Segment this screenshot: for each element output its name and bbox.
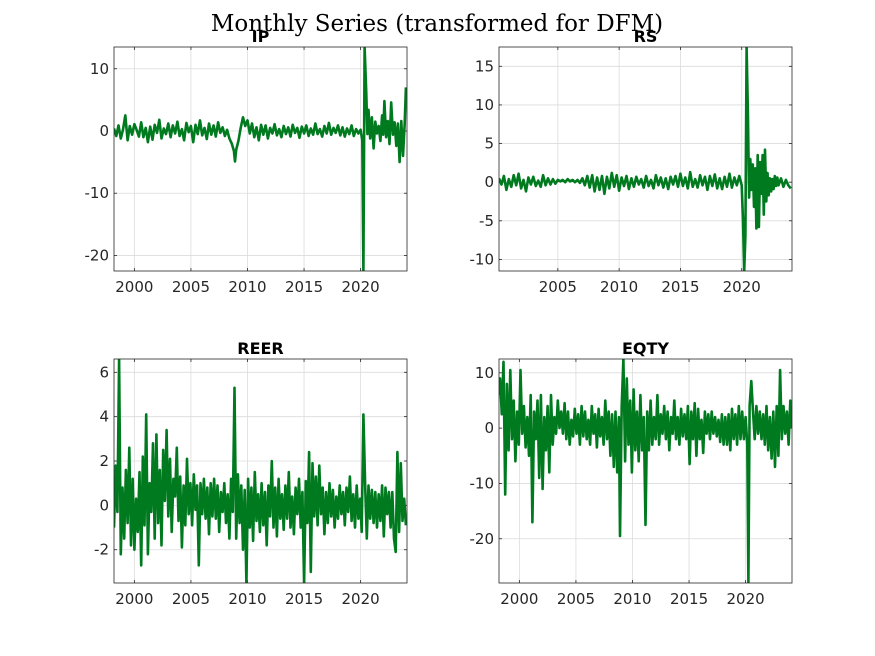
series-line-reer xyxy=(114,359,407,583)
y-tick-label: 10 xyxy=(90,60,109,78)
y-tick-label: 5 xyxy=(484,135,494,153)
y-tick-label: -2 xyxy=(94,541,109,559)
axes-box xyxy=(113,358,408,584)
subplot-reer: 2000 2005 2010 2015 2020 -2 0 2 4 6 REER xyxy=(94,339,408,608)
series-line-ip xyxy=(114,47,407,271)
y-tick-label: -10 xyxy=(470,474,495,492)
subplot-title: REER xyxy=(237,339,284,358)
x-tick-label: 2015 xyxy=(661,278,699,296)
subplot-ip: 2000 2005 2010 2015 2020 -20 -10 0 10 IP xyxy=(85,27,408,296)
x-tick-label: 2005 xyxy=(172,590,210,608)
x-tick-label: 2015 xyxy=(285,590,323,608)
x-tick-label: 2010 xyxy=(613,590,651,608)
y-tick-label: -20 xyxy=(85,246,110,264)
plot-area xyxy=(114,47,407,271)
y-tick-label: 0 xyxy=(99,496,109,514)
x-tick-label: 2010 xyxy=(228,590,266,608)
y-tick-label: 6 xyxy=(99,363,109,381)
y-tick-label: -20 xyxy=(470,530,495,548)
y-tick-label: 10 xyxy=(475,364,494,382)
figure-title: Monthly Series (transformed for DFM) xyxy=(211,11,663,37)
x-tick-label: 2020 xyxy=(342,278,380,296)
y-tick-label: 0 xyxy=(484,173,494,191)
y-tick-label: 0 xyxy=(484,419,494,437)
series-line-rs xyxy=(499,47,792,271)
axes-box xyxy=(498,46,793,272)
y-tick-label: 4 xyxy=(99,408,109,426)
subplot-title: EQTY xyxy=(622,339,669,358)
subplot-rs: 2005 2010 2015 2020 -10 -5 0 5 10 15 RS xyxy=(470,27,793,296)
y-tick-label: -5 xyxy=(479,212,494,230)
x-tick-label: 2020 xyxy=(723,278,761,296)
x-tick-label: 2020 xyxy=(727,590,765,608)
y-tick-label: -10 xyxy=(85,184,110,202)
y-tick-label: 15 xyxy=(475,57,494,75)
x-tick-label: 2000 xyxy=(115,590,153,608)
y-tick-label: 10 xyxy=(475,96,494,114)
x-tick-label: 2015 xyxy=(285,278,323,296)
series-line-eqty xyxy=(499,359,792,583)
y-tick-label: 0 xyxy=(99,122,109,140)
subplot-title: RS xyxy=(634,27,658,46)
x-tick-label: 2015 xyxy=(670,590,708,608)
x-tick-label: 2000 xyxy=(500,590,538,608)
y-tick-label: 2 xyxy=(99,452,109,470)
subplot-eqty: 2000 2005 2010 2015 2020 -20 -10 0 10 EQTY xyxy=(470,339,793,608)
x-tick-label: 2005 xyxy=(557,590,595,608)
x-tick-label: 2005 xyxy=(539,278,577,296)
x-tick-label: 2005 xyxy=(172,278,210,296)
subplot-title: IP xyxy=(252,27,270,46)
axes-box xyxy=(113,46,408,272)
x-tick-label: 2020 xyxy=(342,590,380,608)
axes-box xyxy=(498,358,793,584)
x-tick-label: 2010 xyxy=(600,278,638,296)
x-tick-label: 2010 xyxy=(228,278,266,296)
y-tick-label: -10 xyxy=(470,250,495,268)
x-tick-label: 2000 xyxy=(115,278,153,296)
